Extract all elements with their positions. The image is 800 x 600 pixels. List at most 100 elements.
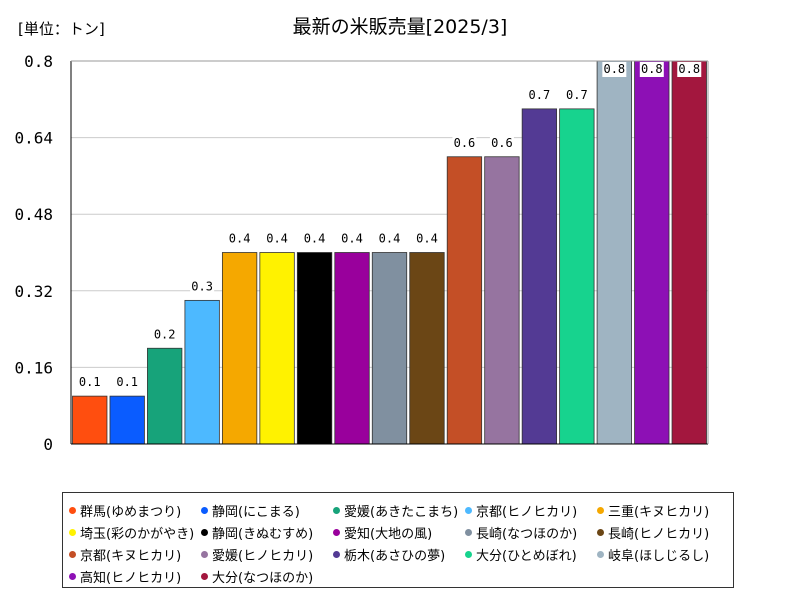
legend-entry: 静岡(にこまる) — [201, 499, 333, 521]
data-label-bg — [639, 62, 664, 77]
legend-label: 大分(ひとめぼれ) — [476, 548, 577, 564]
data-label: 0.8 — [678, 62, 700, 76]
legend-entry: 愛媛(ヒノヒカリ) — [201, 543, 333, 565]
data-label-bg — [564, 87, 589, 103]
data-label: 0.4 — [229, 232, 251, 246]
unit-label: [単位：トン] — [18, 20, 105, 38]
legend-label: 静岡(きぬむすめ) — [212, 526, 314, 542]
data-label: 0.8 — [641, 62, 663, 76]
data-label-bg — [227, 231, 252, 247]
legend-entry: 大分(なつほのか) — [201, 565, 333, 587]
data-label: 0.2 — [154, 327, 176, 341]
bar — [334, 252, 370, 445]
legend: 群馬(ゆめまつり) 静岡(にこまる) 愛媛(あきたこまち) 京都(ヒノヒカリ) 三重(キ… — [62, 492, 734, 588]
legend-swatch — [69, 528, 76, 536]
data-label-bg — [190, 279, 215, 295]
legend-entry: 京都(キヌヒカリ) — [69, 543, 201, 565]
legend-swatch — [69, 572, 76, 580]
legend-entry: 岐阜(ほしじるし) — [597, 543, 729, 565]
data-label: 0.3 — [191, 279, 213, 293]
data-label: 0.6 — [491, 136, 513, 150]
data-label-bg — [452, 135, 477, 151]
legend-swatch — [465, 550, 472, 558]
legend-entry: 埼玉(彩のかがやき) — [69, 521, 201, 543]
legend-label: 大分(なつほのか) — [212, 570, 314, 586]
bar — [409, 252, 445, 445]
legend-label: 三重(キヌヒカリ) — [608, 504, 710, 520]
data-label-bg — [527, 87, 552, 103]
bar — [296, 252, 333, 445]
legend-swatch — [201, 550, 208, 558]
legend-label: 愛媛(ヒノヒカリ) — [212, 548, 314, 564]
data-label: 0.7 — [566, 88, 588, 102]
bar — [109, 395, 145, 445]
data-label: 0.4 — [304, 232, 326, 246]
bar — [446, 156, 483, 445]
legend-swatch — [333, 528, 340, 536]
legend-label: 群馬(ゆめまつり) — [80, 504, 182, 520]
y-tick-label: 0.16 — [14, 358, 53, 377]
data-label-bg — [489, 135, 514, 151]
legend-label: 岐阜(ほしじるし) — [608, 548, 710, 564]
data-label-bg — [340, 231, 365, 247]
y-tick-label: 0.48 — [14, 205, 53, 224]
legend-swatch — [597, 528, 604, 536]
legend-swatch — [465, 528, 472, 536]
legend-entry: 三重(キヌヒカリ) — [597, 499, 729, 521]
data-label-bg — [152, 327, 177, 343]
legend-entry: 愛媛(あきたこまち) — [333, 499, 465, 521]
legend-entry: 京都(ヒノヒカリ) — [465, 499, 597, 521]
data-label-bg — [677, 62, 702, 77]
legend-entry: 大分(ひとめぼれ) — [465, 543, 597, 565]
data-label: 0.1 — [79, 375, 101, 389]
data-label: 0.8 — [603, 62, 625, 76]
legend-label: 静岡(にこまる) — [212, 504, 300, 520]
data-label-bg — [377, 231, 402, 247]
legend-swatch — [465, 506, 472, 514]
data-label: 0.4 — [341, 232, 363, 246]
bar — [559, 108, 595, 445]
legend-label: 高知(ヒノヒカリ) — [80, 570, 182, 586]
bar — [184, 299, 220, 445]
legend-label: 埼玉(彩のかがやき) — [80, 526, 195, 542]
legend-entry: 栃木(あさひの夢) — [333, 543, 465, 565]
legend-label: 愛知(大地の風) — [344, 526, 433, 542]
legend-grid: 群馬(ゆめまつり) 静岡(にこまる) 愛媛(あきたこまち) 京都(ヒノヒカリ) 三重(キ… — [69, 499, 729, 587]
legend-label: 京都(ヒノヒカリ) — [476, 504, 578, 520]
data-label: 0.4 — [266, 232, 288, 246]
legend-swatch — [201, 528, 208, 536]
bar — [259, 252, 295, 445]
legend-entry: 群馬(ゆめまつり) — [69, 499, 201, 521]
legend-swatch — [69, 506, 76, 514]
data-label-bg — [602, 62, 627, 77]
legend-swatch — [333, 506, 340, 514]
bar — [371, 252, 408, 445]
legend-entry: 長崎(ヒノヒカリ) — [597, 521, 729, 543]
legend-swatch — [597, 506, 604, 514]
legend-swatch — [201, 506, 208, 514]
bar — [596, 60, 632, 445]
data-label-bg — [265, 231, 290, 247]
data-label-bg — [77, 375, 102, 391]
legend-entry: 愛知(大地の風) — [333, 521, 465, 543]
bar — [634, 60, 670, 445]
data-label-bg — [414, 231, 439, 247]
legend-entry: 静岡(きぬむすめ) — [201, 521, 333, 543]
data-label: 0.4 — [379, 232, 401, 246]
bar — [521, 108, 558, 445]
y-tick-label: 0.8 — [24, 52, 53, 71]
legend-entry: 長崎(なつほのか) — [465, 521, 597, 543]
legend-label: 栃木(あさひの夢) — [344, 548, 446, 564]
legend-label: 長崎(ヒノヒカリ) — [608, 526, 710, 542]
legend-label: 愛媛(あきたこまち) — [344, 504, 459, 520]
data-label-bg — [115, 375, 140, 391]
y-tick-label: 0 — [43, 435, 53, 454]
legend-swatch — [201, 572, 208, 580]
bar — [671, 60, 707, 445]
data-label-bg — [302, 231, 327, 247]
bar — [72, 395, 108, 445]
legend-label: 京都(キヌヒカリ) — [80, 548, 182, 564]
legend-swatch — [69, 550, 76, 558]
data-label: 0.4 — [416, 232, 438, 246]
